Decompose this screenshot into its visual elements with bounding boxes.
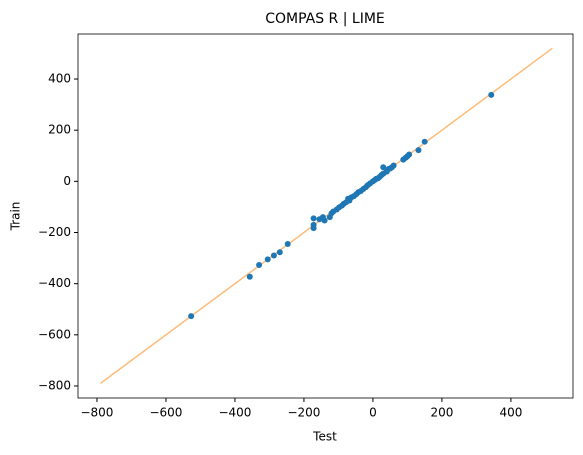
point	[406, 151, 413, 158]
point	[270, 252, 277, 259]
point	[284, 241, 291, 248]
point	[276, 249, 283, 256]
y-tick-label: −200	[38, 225, 71, 239]
reference-line	[99, 47, 553, 385]
point	[264, 256, 271, 263]
x-tick-label: 200	[430, 406, 453, 420]
point	[188, 313, 195, 320]
y-axis-label: Train	[9, 202, 23, 232]
point	[380, 164, 387, 171]
point	[488, 91, 495, 98]
chart-title: COMPAS R | LIME	[265, 11, 385, 27]
point	[310, 215, 317, 222]
y-tick-label: −800	[38, 378, 71, 392]
point	[321, 217, 328, 224]
x-tick-label: 0	[369, 406, 377, 420]
y-tick-label: −600	[38, 327, 71, 341]
y-tick-label: 400	[48, 72, 71, 86]
x-tick-label: −800	[80, 406, 113, 420]
plot-frame	[77, 33, 574, 399]
x-tick-label: −200	[287, 406, 320, 420]
point	[421, 138, 428, 145]
y-tick-label: −400	[38, 276, 71, 290]
point	[256, 261, 263, 268]
y-tick-label: 200	[48, 123, 71, 137]
y-tick-label: 0	[63, 174, 71, 188]
point	[246, 273, 253, 280]
point	[390, 162, 397, 169]
x-tick-label: −400	[218, 406, 251, 420]
point	[310, 225, 317, 232]
x-tick-label: −600	[149, 406, 182, 420]
point	[415, 147, 422, 154]
x-axis-label: Test	[312, 430, 337, 444]
x-tick-label: 400	[499, 406, 522, 420]
